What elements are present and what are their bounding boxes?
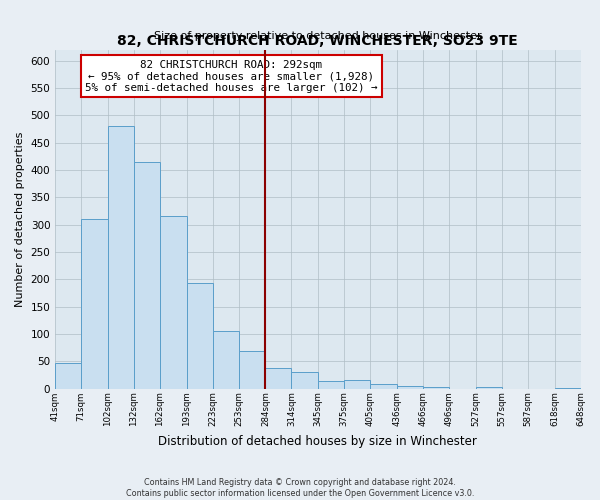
Title: 82, CHRISTCHURCH ROAD, WINCHESTER, SO23 9TE: 82, CHRISTCHURCH ROAD, WINCHESTER, SO23 … <box>118 34 518 48</box>
Bar <box>160 216 187 388</box>
Bar <box>344 380 370 388</box>
Bar <box>265 368 292 388</box>
X-axis label: Distribution of detached houses by size in Winchester: Distribution of detached houses by size … <box>158 434 477 448</box>
Bar <box>318 381 344 388</box>
Bar <box>212 331 239 388</box>
Text: Contains HM Land Registry data © Crown copyright and database right 2024.
Contai: Contains HM Land Registry data © Crown c… <box>126 478 474 498</box>
Bar <box>81 218 108 388</box>
Bar <box>55 364 81 388</box>
Bar <box>397 386 423 388</box>
Bar <box>292 372 318 388</box>
Text: Size of property relative to detached houses in Winchester: Size of property relative to detached ho… <box>154 31 482 41</box>
Bar <box>239 351 265 389</box>
Bar <box>108 126 134 388</box>
Bar <box>134 162 160 388</box>
Bar <box>187 283 212 389</box>
Y-axis label: Number of detached properties: Number of detached properties <box>15 132 25 307</box>
Text: 82 CHRISTCHURCH ROAD: 292sqm
← 95% of detached houses are smaller (1,928)
5% of : 82 CHRISTCHURCH ROAD: 292sqm ← 95% of de… <box>85 60 377 93</box>
Bar <box>370 384 397 388</box>
